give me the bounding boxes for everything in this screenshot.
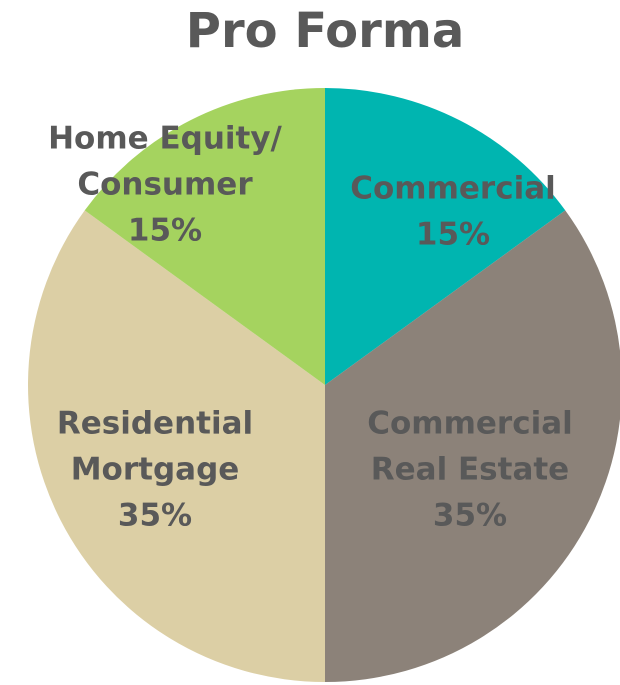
pie-slice [325,210,620,682]
slice-label: Home Equity/ [48,121,282,157]
chart-title: Pro Forma [186,3,464,59]
slice-label: Mortgage [71,452,240,488]
slice-label: Consumer [77,167,253,203]
slice-label: Commercial [350,171,556,207]
value-label: 15% [416,217,490,253]
slice-label: Residential [57,406,253,442]
pie-slice [325,88,566,385]
value-label: 35% [433,498,507,534]
slice-label: Commercial [367,406,573,442]
slice-label: Real Estate [371,452,569,488]
pie-slice [84,88,325,385]
value-label: 35% [118,498,192,534]
pie-slice [28,210,326,682]
value-label: 15% [128,213,202,249]
